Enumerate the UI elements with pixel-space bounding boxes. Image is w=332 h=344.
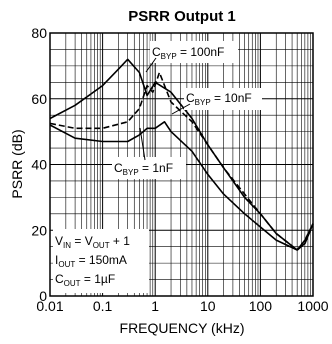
y-axis-label: PSRR (dB) xyxy=(9,129,25,198)
y-tick-label: 0 xyxy=(39,288,47,304)
x-tick-label: 1000 xyxy=(297,298,328,314)
x-tick-label: 10 xyxy=(200,298,216,314)
series-group xyxy=(49,58,314,251)
plot-frame xyxy=(49,32,314,297)
y-tick-label: 40 xyxy=(31,157,47,173)
x-tick-label: 1 xyxy=(151,298,159,314)
annotation-cout: COUT = 1µF xyxy=(55,272,115,288)
x-axis-label: FREQUENCY (kHz) xyxy=(120,320,245,336)
annotation-vin: VIN = VOUT + 1 xyxy=(55,234,130,250)
series-line-2 xyxy=(49,121,314,251)
annotation-cbyp-10nf: CBYP = 10nF xyxy=(186,91,252,107)
annotation-iout: IOUT = 150mA xyxy=(55,253,127,269)
y-tick-labels: 0 20 40 60 80 xyxy=(31,25,47,304)
y-tick-label: 60 xyxy=(31,91,47,107)
annotation-bg-conditions xyxy=(53,229,149,293)
x-tick-label: 100 xyxy=(249,298,273,314)
annotation-bg-100nf xyxy=(150,41,238,63)
annotation-cbyp-1nf: CBYP = 1nF xyxy=(114,161,173,177)
leader-line-100nf xyxy=(145,57,157,73)
x-tick-labels: 0.01 0.1 1 10 100 1000 xyxy=(36,298,328,314)
series-line-1 xyxy=(49,71,314,251)
x-tick-label: 0.01 xyxy=(36,298,63,314)
series-line-0 xyxy=(49,58,314,251)
x-tick-label: 0.1 xyxy=(93,298,113,314)
annotation-bg-1nf xyxy=(112,157,186,179)
y-tick-label: 20 xyxy=(31,222,47,238)
y-tick-label: 80 xyxy=(31,25,47,41)
leader-line-10nf xyxy=(171,103,191,115)
annotation-cbyp-100nf: CBYP = 100nF xyxy=(152,45,224,61)
annotation-bg-10nf xyxy=(184,88,262,110)
chart-title: PSRR Output 1 xyxy=(128,8,236,25)
leader-line-1nf xyxy=(139,127,146,161)
